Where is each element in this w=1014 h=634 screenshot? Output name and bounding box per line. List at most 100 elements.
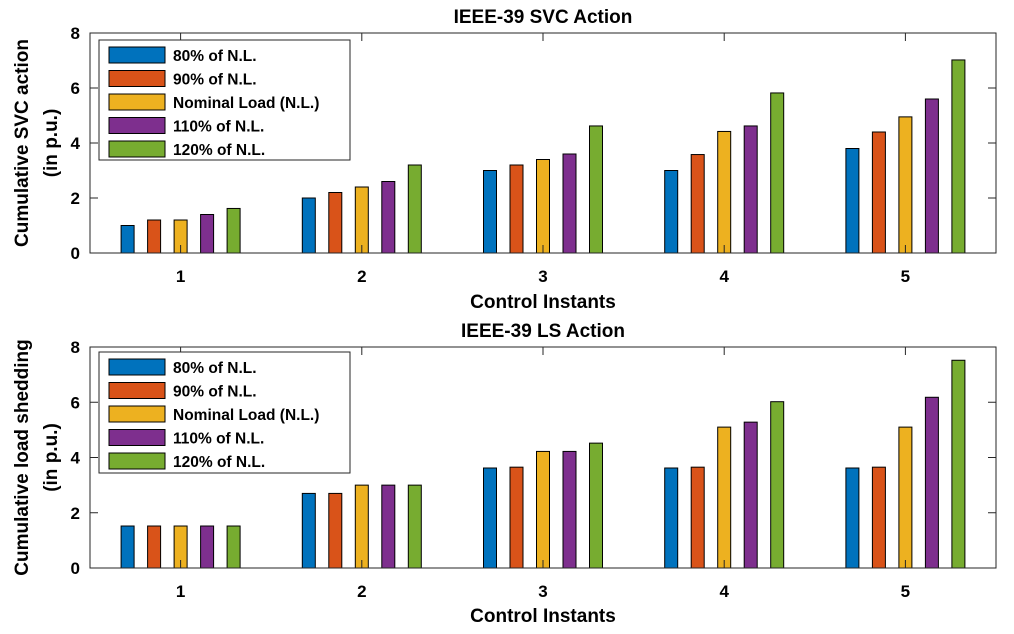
y-axis-label-line-2: (in p.u.) <box>41 109 62 178</box>
x-axis-label: Control Instants <box>470 606 616 627</box>
bar-series-2-cat-1 <box>148 526 161 568</box>
legend-swatch-series-4 <box>109 430 165 446</box>
y-axis-label-line-1: Cumulative load shedding <box>12 339 33 575</box>
legend-label-series-2: 90% of N.L. <box>173 72 257 89</box>
bar-series-4-cat-3 <box>563 154 576 253</box>
bar-series-2-cat-3 <box>510 165 523 253</box>
y-tick-label: 2 <box>71 189 80 208</box>
bar-series-1-cat-4 <box>665 468 678 568</box>
legend-swatch-series-2 <box>109 383 165 399</box>
legend-label-series-4: 110% of N.L. <box>173 119 264 136</box>
bar-series-5-cat-5 <box>952 360 965 568</box>
bar-series-3-cat-3 <box>537 160 550 254</box>
bar-series-4-cat-4 <box>744 126 757 253</box>
bar-series-3-cat-3 <box>537 451 550 568</box>
y-tick-label: 2 <box>71 504 80 523</box>
bar-series-5-cat-3 <box>590 443 603 568</box>
y-tick-label: 8 <box>71 338 80 357</box>
x-tick-label: 1 <box>176 582 185 601</box>
legend-label-series-3: Nominal Load (N.L.) <box>173 95 319 112</box>
chart-title: IEEE-39 LS Action <box>461 321 625 342</box>
legend: 80% of N.L. 90% of N.L. Nominal Load (N.L.… <box>99 352 350 473</box>
y-axis-label-line-1: Cumulative SVC action <box>12 39 33 247</box>
bar-series-4-cat-5 <box>925 99 938 253</box>
bar-series-5-cat-4 <box>771 93 784 253</box>
legend-swatch-series-5 <box>109 453 165 469</box>
bar-series-3-cat-5 <box>899 117 912 253</box>
legend-swatch-series-3 <box>109 406 165 422</box>
chart-1: 0 2 4 6 8 1 2 3 4 5 IEEE-39 SVC Action Control Inst… <box>12 7 996 313</box>
x-tick-label: 1 <box>176 267 185 286</box>
y-tick-label: 6 <box>71 79 80 98</box>
x-tick-label: 3 <box>538 582 547 601</box>
chart-title: IEEE-39 SVC Action <box>454 7 633 28</box>
chart-2: 0 2 4 6 8 1 2 3 4 5 IEEE-39 LS Action Control Insta… <box>12 321 996 627</box>
legend-label-series-3: Nominal Load (N.L.) <box>173 407 319 424</box>
bar-series-4-cat-2 <box>382 182 395 254</box>
y-axis-label-line-2: (in p.u.) <box>41 423 62 492</box>
legend-swatch-series-1 <box>109 359 165 375</box>
bar-series-4-cat-3 <box>563 451 576 568</box>
x-tick-label: 2 <box>357 582 366 601</box>
x-tick-label: 4 <box>719 582 729 601</box>
legend-swatch-series-3 <box>109 94 165 110</box>
y-tick-label: 0 <box>71 559 80 578</box>
bar-series-3-cat-2 <box>355 187 368 253</box>
bar-series-4-cat-5 <box>925 397 938 568</box>
bar-series-1-cat-1 <box>121 526 134 568</box>
bar-series-1-cat-1 <box>121 226 134 254</box>
bar-series-2-cat-5 <box>872 467 885 568</box>
bar-series-1-cat-5 <box>846 468 859 568</box>
legend-swatch-series-4 <box>109 118 165 134</box>
bar-series-5-cat-3 <box>590 126 603 253</box>
legend-label-series-4: 110% of N.L. <box>173 431 264 448</box>
legend: 80% of N.L. 90% of N.L. Nominal Load (N.L.… <box>99 40 350 160</box>
bar-series-4-cat-2 <box>382 485 395 568</box>
bar-series-2-cat-4 <box>691 467 704 568</box>
y-tick-label: 8 <box>71 24 80 43</box>
bar-series-1-cat-2 <box>302 198 315 253</box>
legend-swatch-series-2 <box>109 71 165 87</box>
bar-series-3-cat-5 <box>899 427 912 568</box>
bar-series-5-cat-1 <box>227 526 240 568</box>
legend-label-series-1: 80% of N.L. <box>173 360 257 377</box>
x-tick-label: 3 <box>538 267 547 286</box>
legend-label-series-5: 120% of N.L. <box>173 454 265 471</box>
bar-series-4-cat-1 <box>201 526 214 568</box>
bar-series-1-cat-2 <box>302 493 315 568</box>
bar-series-3-cat-4 <box>718 427 731 568</box>
legend-label-series-2: 90% of N.L. <box>173 384 257 401</box>
bar-series-1-cat-3 <box>484 468 497 568</box>
x-tick-label: 2 <box>357 267 366 286</box>
legend-swatch-series-1 <box>109 47 165 63</box>
bar-series-2-cat-4 <box>691 155 704 253</box>
bar-series-5-cat-1 <box>227 208 240 253</box>
y-tick-label: 0 <box>71 244 80 263</box>
x-tick-label: 5 <box>901 582 910 601</box>
bar-series-2-cat-2 <box>329 493 342 568</box>
bar-series-5-cat-2 <box>408 165 421 253</box>
x-axis-label: Control Instants <box>470 292 616 313</box>
bar-series-4-cat-1 <box>201 215 214 254</box>
bar-series-3-cat-2 <box>355 485 368 568</box>
y-tick-label: 4 <box>71 134 81 153</box>
x-tick-label: 5 <box>901 267 910 286</box>
bar-series-4-cat-4 <box>744 422 757 568</box>
bar-series-5-cat-5 <box>952 60 965 253</box>
y-tick-label: 4 <box>71 449 81 468</box>
y-tick-label: 6 <box>71 393 80 412</box>
bar-series-1-cat-5 <box>846 149 859 254</box>
legend-label-series-5: 120% of N.L. <box>173 142 265 159</box>
bar-series-5-cat-4 <box>771 402 784 568</box>
bar-series-2-cat-1 <box>148 220 161 253</box>
x-tick-label: 4 <box>719 267 729 286</box>
figure: 0 2 4 6 8 1 2 3 4 5 IEEE-39 SVC Action Control Inst… <box>0 0 1014 634</box>
bar-series-3-cat-4 <box>718 131 731 253</box>
legend-swatch-series-5 <box>109 141 165 157</box>
legend-label-series-1: 80% of N.L. <box>173 48 257 65</box>
bar-series-1-cat-3 <box>484 171 497 254</box>
bar-series-5-cat-2 <box>408 485 421 568</box>
bar-series-2-cat-3 <box>510 467 523 568</box>
bar-series-2-cat-2 <box>329 193 342 254</box>
bar-series-2-cat-5 <box>872 132 885 253</box>
